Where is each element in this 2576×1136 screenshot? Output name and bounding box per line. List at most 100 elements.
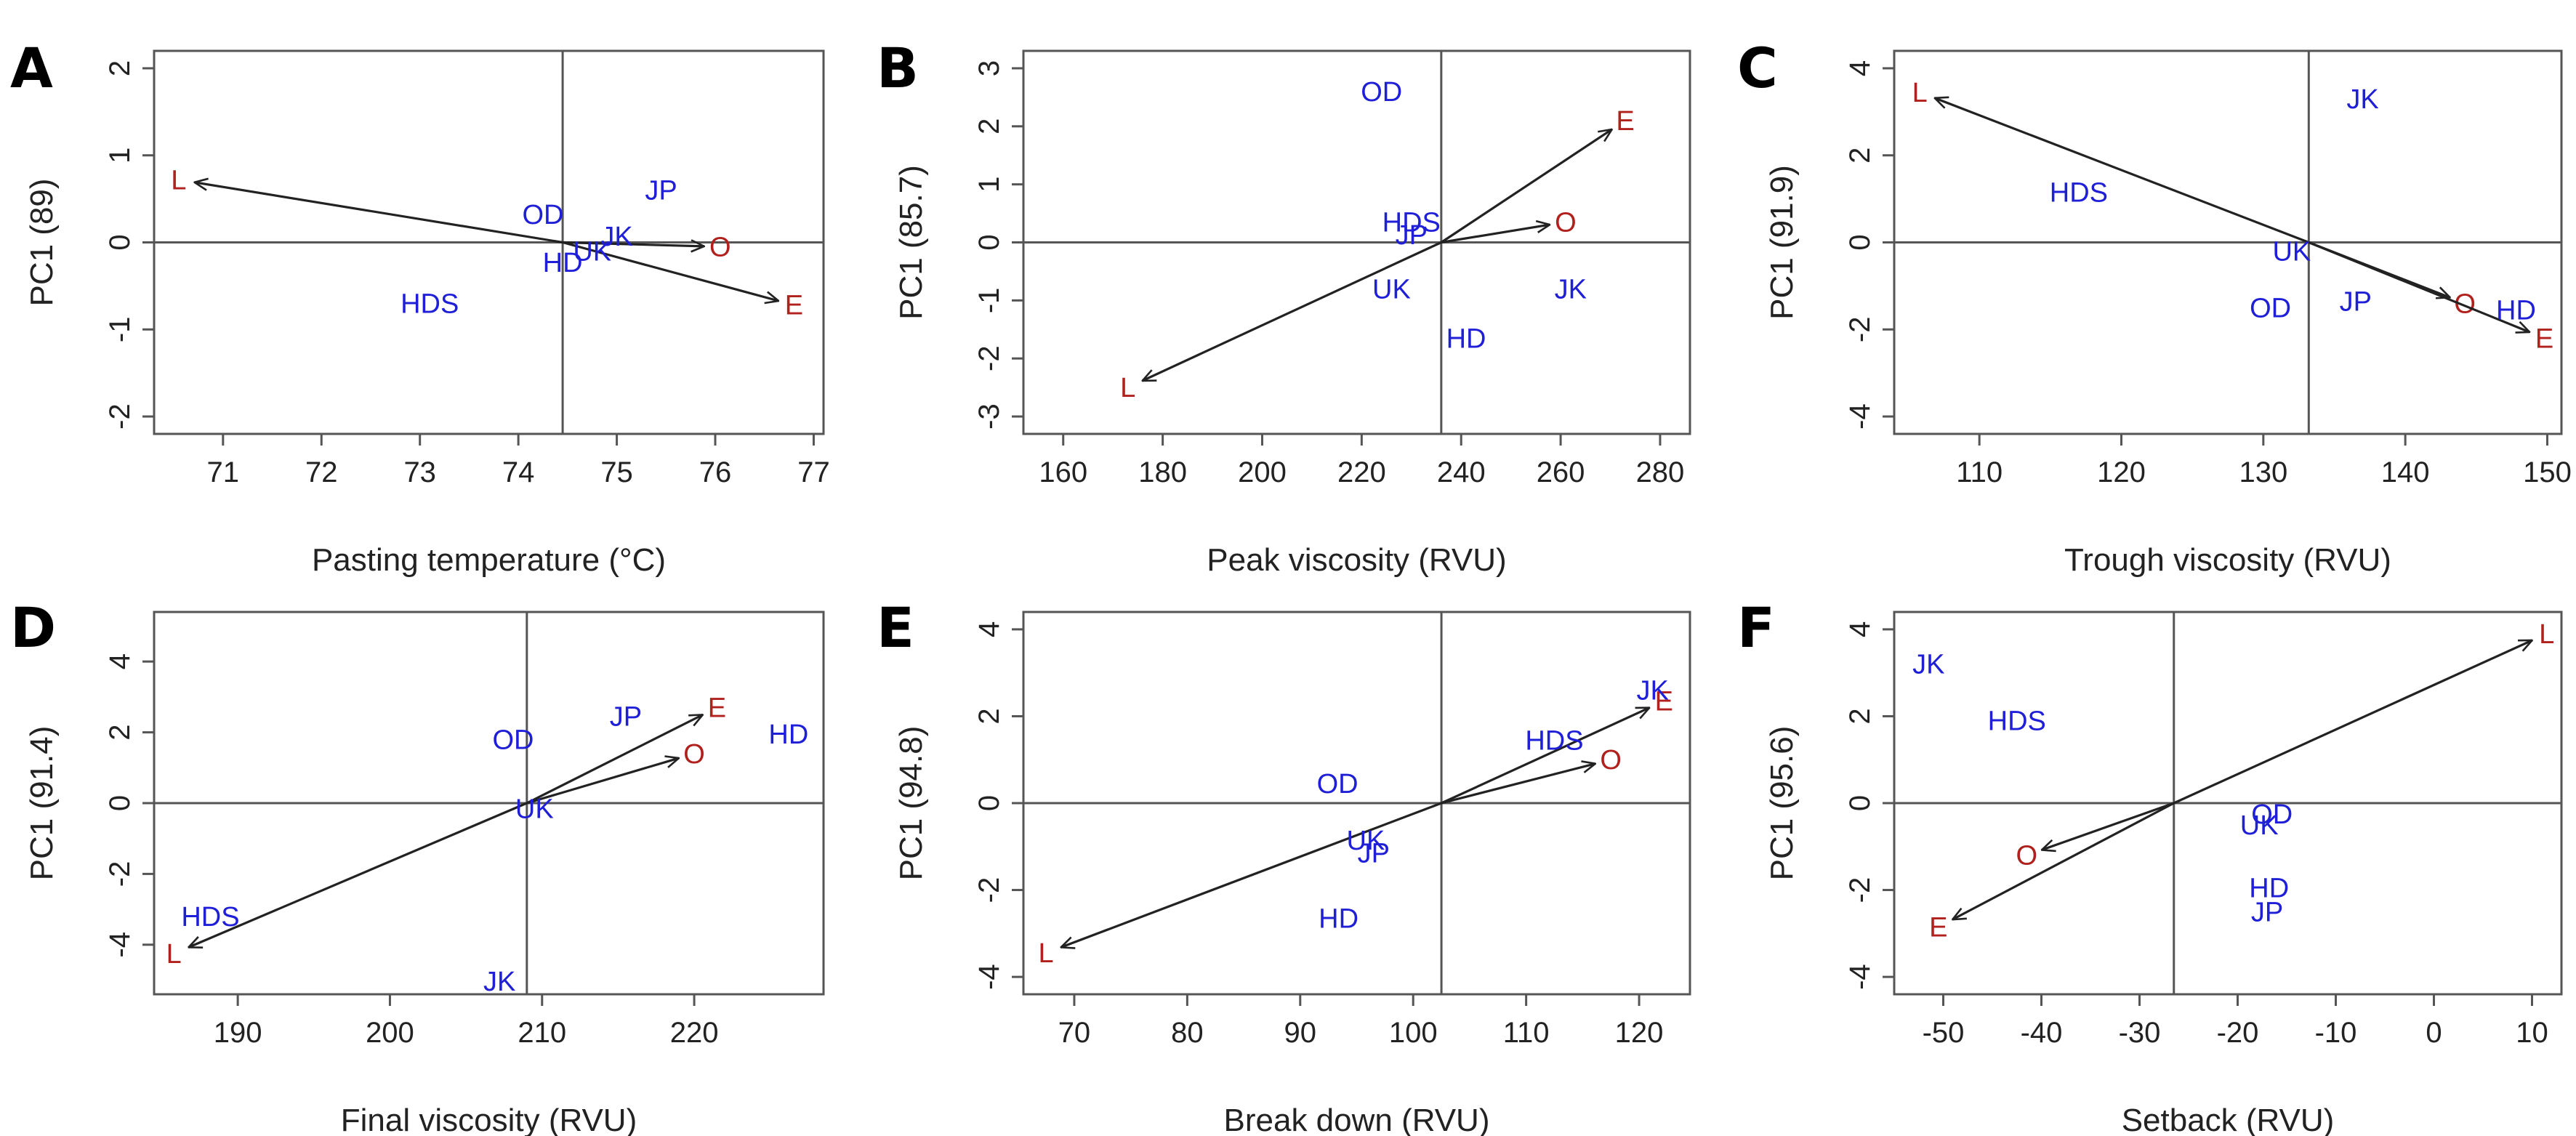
environment-vector-l [188, 802, 528, 947]
environment-vector-e [2308, 241, 2529, 332]
x-axis-label: Final viscosity (RVU) [341, 1103, 637, 1136]
y-axis-label: PC1 (89) [24, 178, 60, 306]
y-tick-label: 0 [104, 234, 136, 250]
environment-label-l: L [1912, 78, 1928, 108]
genotype-label-od: OD [492, 725, 534, 755]
x-tick-label: 77 [797, 456, 830, 488]
panel-letter: F [1737, 595, 1775, 660]
environment-vector-l [1061, 802, 1442, 947]
environment-vector-o [563, 243, 704, 246]
y-axis-label: PC1 (95.6) [1764, 726, 1800, 881]
genotype-label-uk: UK [515, 794, 554, 824]
environment-label-e: E [1929, 912, 1947, 943]
environment-vector-e [1441, 706, 1649, 805]
panel-b: B 160 180 200 220 240 260 280 -3 -2 -1 0 1 2 3 Peak vis… [877, 36, 1691, 578]
y-tick-label: 4 [1844, 60, 1876, 76]
y-axis-label: PC1 (94.8) [893, 726, 929, 881]
environment-label-l: L [1039, 938, 1054, 969]
panel-letter: B [877, 36, 919, 100]
x-tick-label: 220 [1337, 456, 1386, 488]
environment-label-o: O [709, 232, 731, 262]
y-tick-label: 4 [104, 653, 136, 669]
y-tick-label: 2 [973, 118, 1005, 134]
genotype-label-jp: JP [645, 176, 677, 206]
x-tick-label: 100 [1389, 1017, 1438, 1049]
y-tick-label: -2 [1844, 316, 1876, 342]
x-tick-label: 150 [2523, 456, 2572, 488]
y-tick-label: 2 [104, 724, 136, 740]
y-tick-label: -3 [973, 403, 1005, 430]
environment-label-l: L [166, 939, 182, 970]
y-tick-label: -4 [104, 932, 136, 958]
genotype-label-od: OD [2251, 799, 2293, 830]
y-tick-label: 0 [1844, 234, 1876, 250]
genotype-label-hd: HD [2496, 295, 2536, 326]
y-axis-label: PC1 (91.4) [24, 726, 60, 881]
x-axis-label: Peak viscosity (RVU) [1207, 542, 1506, 578]
x-tick-label: 120 [1615, 1017, 1664, 1049]
environment-vector-e [562, 241, 778, 301]
x-tick-label: 73 [403, 456, 436, 488]
environment-label-l: L [2539, 619, 2554, 650]
genotype-label-od: OD [1361, 77, 1402, 108]
x-tick-label: 180 [1138, 456, 1187, 488]
y-tick-label: 4 [1844, 621, 1876, 637]
genotype-label-od: OD [522, 200, 563, 230]
genotype-label-uk: UK [1372, 274, 1411, 305]
environment-vector-l [195, 182, 563, 244]
y-tick-label: 3 [973, 60, 1005, 76]
y-tick-label: 2 [1844, 148, 1876, 164]
x-tick-label: 90 [1284, 1017, 1317, 1049]
y-tick-label: 4 [973, 621, 1005, 637]
genotype-label-hd: HD [543, 248, 583, 278]
genotype-label-hd: HD [1446, 323, 1486, 354]
y-axis-label: PC1 (91.9) [1764, 165, 1800, 320]
y-tick-label: -4 [973, 964, 1005, 990]
genotype-label-jk: JK [600, 222, 632, 252]
genotype-label-uk: UK [2272, 236, 2311, 267]
panel-letter: D [10, 595, 56, 660]
environment-label-l: L [171, 165, 186, 196]
y-tick-label: 2 [973, 708, 1005, 724]
x-axis-label: Trough viscosity (RVU) [2064, 542, 2391, 578]
environment-label-e: E [2535, 323, 2553, 354]
genotype-label-jk: JK [1555, 274, 1587, 305]
y-tick-label: 1 [104, 148, 136, 164]
genotype-label-od: OD [1317, 769, 1359, 799]
y-tick-label: -1 [104, 316, 136, 342]
environment-label-e: E [708, 693, 726, 724]
environment-vector-e [526, 714, 703, 805]
x-tick-label: 10 [2516, 1017, 2548, 1049]
environment-label-l: L [1120, 373, 1135, 403]
environment-label-o: O [683, 739, 705, 770]
x-tick-label: 260 [1537, 456, 1585, 488]
panel-a: A 71 72 73 74 75 76 77 -2 -1 0 1 2 Pasting temperatur… [10, 36, 830, 578]
environment-label-o: O [2454, 289, 2476, 319]
genotype-label-hds: HDS [1382, 208, 1441, 238]
environment-vector-e [1440, 129, 1612, 243]
y-tick-label: -1 [973, 288, 1005, 314]
genotype-label-uk: UK [2240, 810, 2279, 841]
environment-vector-o [526, 758, 679, 805]
panel-letter: C [1737, 36, 1778, 100]
environment-label-e: E [1616, 106, 1634, 137]
x-tick-label: 0 [2426, 1017, 2442, 1049]
x-tick-label: 160 [1039, 456, 1087, 488]
x-tick-label: 71 [207, 456, 240, 488]
y-tick-label: -2 [1844, 877, 1876, 903]
genotype-label-hd: HD [2249, 874, 2289, 904]
x-tick-label: 80 [1171, 1017, 1204, 1049]
x-tick-label: 280 [1636, 456, 1685, 488]
x-tick-label: -10 [2315, 1017, 2357, 1049]
environment-vector-o [2042, 802, 2175, 850]
y-tick-label: -4 [1844, 964, 1876, 990]
x-axis-label: Break down (RVU) [1224, 1103, 1490, 1136]
x-tick-label: -30 [2119, 1017, 2161, 1049]
environment-vector-l [1143, 241, 1442, 382]
genotype-label-jk: JK [1912, 650, 1944, 680]
y-tick-label: -2 [104, 861, 136, 887]
y-axis-label: PC1 (85.7) [893, 165, 929, 320]
genotype-label-jk: JK [2346, 84, 2378, 115]
genotype-label-hds: HDS [2050, 178, 2108, 209]
